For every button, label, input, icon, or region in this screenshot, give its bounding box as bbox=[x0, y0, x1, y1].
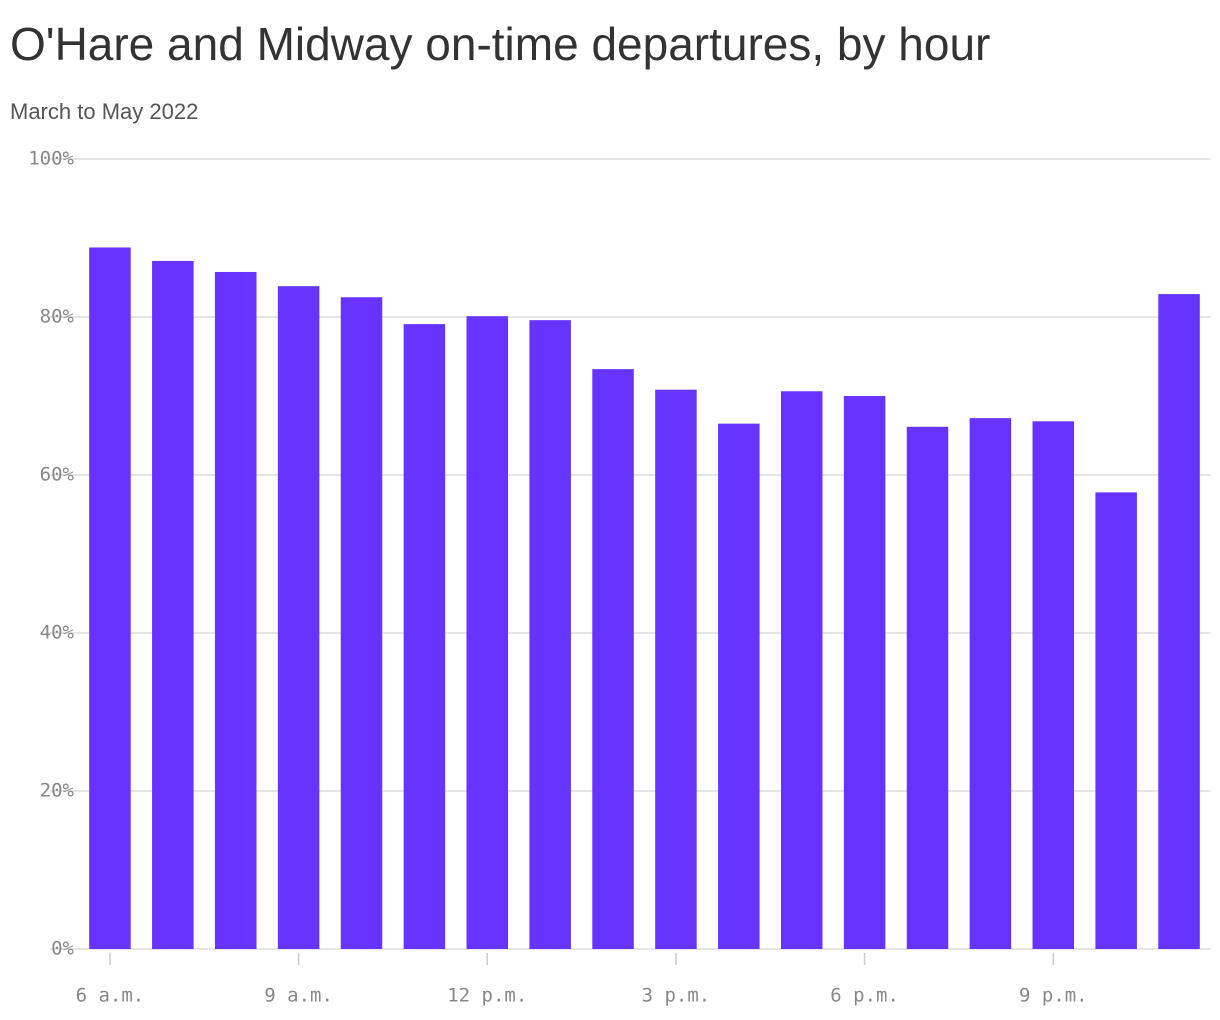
bar bbox=[403, 324, 446, 949]
y-tick-label: 0% bbox=[51, 938, 74, 960]
bar bbox=[1095, 492, 1137, 949]
bar bbox=[655, 389, 697, 949]
x-tick-label: 9 a.m. bbox=[264, 985, 333, 1007]
x-tick-label: 9 p.m. bbox=[1019, 985, 1088, 1007]
bar bbox=[89, 247, 131, 950]
bar bbox=[1158, 294, 1200, 950]
bar bbox=[718, 423, 760, 949]
bar bbox=[340, 297, 383, 949]
bar bbox=[592, 369, 634, 949]
bar bbox=[969, 418, 1012, 949]
x-tick-label: 6 p.m. bbox=[830, 985, 899, 1007]
bar bbox=[780, 391, 823, 949]
bar bbox=[529, 320, 571, 949]
bar bbox=[466, 316, 509, 950]
bar bbox=[843, 396, 886, 949]
y-tick-label: 60% bbox=[40, 464, 75, 486]
chart-subtitle: March to May 2022 bbox=[10, 99, 198, 124]
bar bbox=[1032, 421, 1075, 949]
y-tick-label: 80% bbox=[40, 306, 75, 328]
y-tick-label: 20% bbox=[40, 780, 75, 802]
y-tick-label: 40% bbox=[40, 622, 75, 644]
x-tick-label: 12 p.m. bbox=[447, 985, 527, 1007]
bar bbox=[906, 426, 949, 949]
bar bbox=[277, 286, 320, 949]
chart-title: O'Hare and Midway on-time departures, by… bbox=[10, 18, 990, 70]
x-tick-label: 3 p.m. bbox=[642, 985, 711, 1007]
bar bbox=[152, 260, 194, 949]
bar bbox=[214, 271, 257, 950]
x-tick-label: 6 a.m. bbox=[76, 985, 145, 1007]
y-tick-label: 100% bbox=[28, 148, 74, 170]
